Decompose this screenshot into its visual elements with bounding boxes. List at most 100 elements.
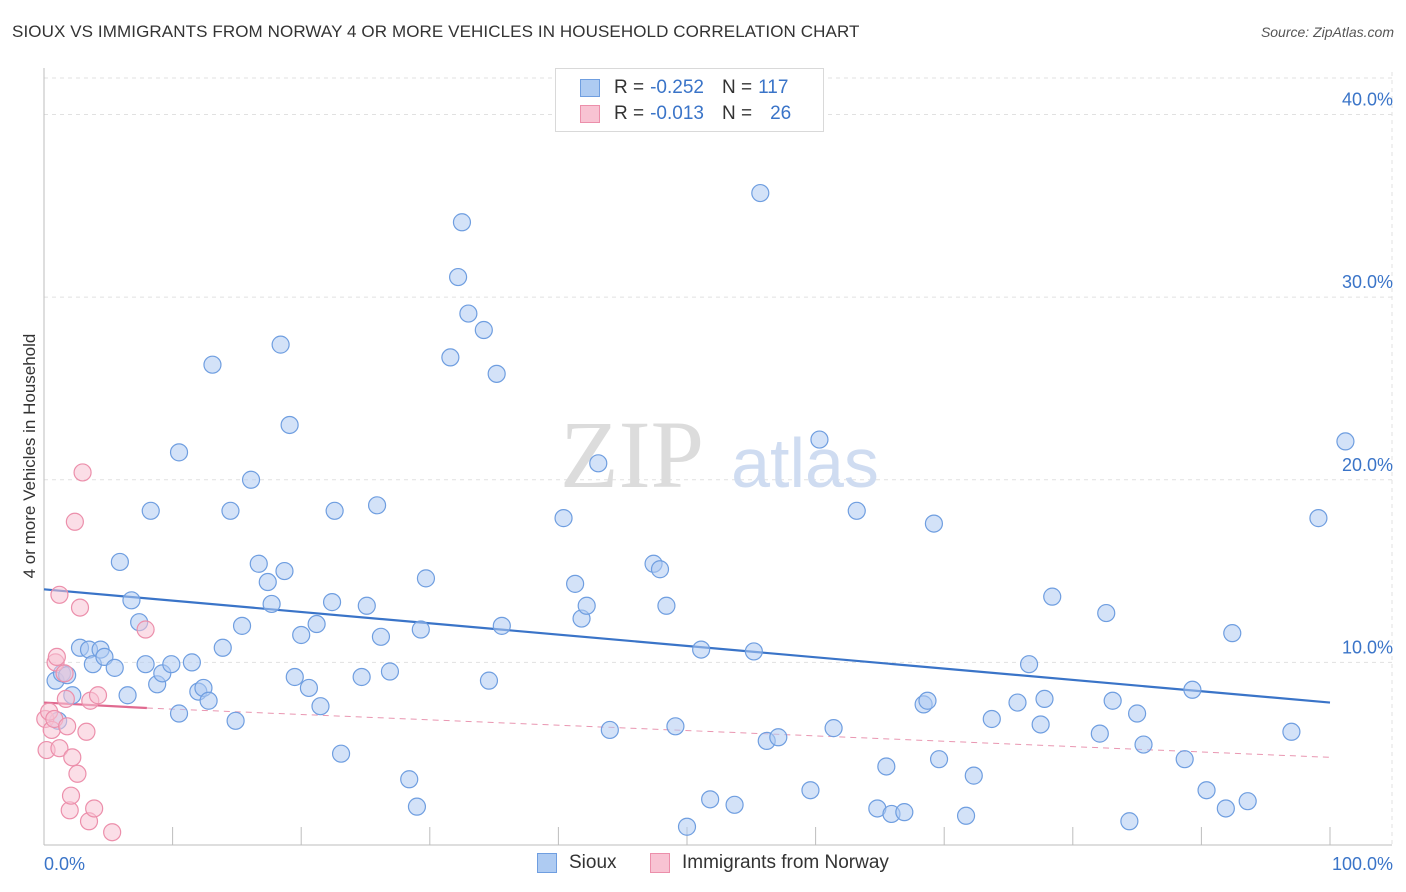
point-sioux — [1008, 693, 1027, 712]
point-sioux — [1103, 691, 1122, 710]
point-sioux — [1175, 750, 1194, 769]
point-sioux — [877, 757, 896, 776]
y-tick-label: 40.0% — [1342, 90, 1393, 110]
point-norway — [85, 799, 104, 818]
point-norway — [63, 748, 82, 767]
point-sioux — [221, 501, 240, 520]
series-legend-norway[interactable]: Immigrants from Norway — [650, 852, 889, 874]
point-sioux — [657, 596, 676, 615]
point-norway — [88, 686, 108, 705]
point-sioux — [1183, 680, 1202, 699]
point-sioux — [241, 470, 261, 489]
point-sioux — [692, 640, 711, 659]
point-sioux — [105, 658, 124, 677]
point-sioux — [331, 744, 351, 763]
point-norway — [50, 585, 69, 604]
legend-n-label: N = — [721, 103, 753, 124]
point-sioux — [725, 795, 744, 814]
point-sioux — [1127, 704, 1147, 723]
series-swatch-norway — [650, 853, 670, 873]
point-sioux — [407, 797, 427, 816]
point-sioux — [448, 267, 468, 287]
point-sioux — [292, 625, 311, 645]
point-norway — [68, 764, 87, 783]
point-norway — [58, 717, 77, 736]
trend-line-sioux — [43, 588, 1331, 704]
point-sioux — [751, 183, 770, 203]
point-sioux — [280, 415, 299, 435]
data-points — [36, 183, 1355, 842]
point-sioux — [918, 691, 937, 710]
legend-swatch-sioux — [580, 79, 600, 97]
point-sioux — [249, 554, 268, 573]
point-norway — [70, 598, 90, 617]
point-sioux — [1097, 603, 1116, 623]
source-label: Source: ZipAtlas.com — [1260, 24, 1394, 40]
point-sioux — [459, 304, 478, 323]
point-sioux — [650, 560, 670, 579]
series-label-sioux: Sioux — [569, 852, 617, 873]
tick-labels: 10.0% 20.0% 30.0% 40.0% 0.0% 100.0% — [44, 90, 1393, 874]
point-norway — [55, 664, 74, 683]
point-sioux — [577, 596, 596, 615]
point-sioux — [666, 717, 685, 736]
point-sioux — [213, 638, 232, 657]
point-sioux — [1282, 722, 1301, 741]
point-sioux — [311, 697, 330, 716]
series-legend-sioux[interactable]: Sioux — [537, 852, 617, 874]
point-sioux — [367, 496, 387, 515]
point-sioux — [352, 667, 371, 687]
point-sioux — [824, 719, 843, 738]
point-sioux — [589, 454, 608, 473]
point-sioux — [203, 355, 222, 374]
point-sioux — [325, 501, 344, 520]
point-sioux — [1090, 724, 1109, 743]
legend-row-sioux: R = -0.252 N = 117 — [580, 77, 788, 99]
point-sioux — [929, 750, 949, 769]
point-sioux — [492, 616, 511, 635]
point-norway — [103, 823, 122, 842]
point-sioux — [1309, 509, 1328, 528]
watermark-atlas: atlas — [731, 424, 879, 502]
series-swatch-sioux — [537, 853, 557, 873]
point-norway — [47, 647, 66, 667]
point-sioux — [1019, 655, 1039, 674]
chart-title: SIOUX VS IMMIGRANTS FROM NORWAY 4 OR MOR… — [12, 22, 860, 41]
point-sioux — [452, 213, 472, 232]
point-sioux — [1223, 624, 1242, 643]
point-norway — [61, 786, 81, 805]
point-sioux — [141, 501, 160, 520]
legend-n-value: 117 — [758, 77, 789, 98]
point-sioux — [566, 574, 585, 593]
point-sioux — [416, 569, 436, 588]
point-sioux — [1031, 715, 1050, 734]
y-tick-label: 30.0% — [1342, 272, 1393, 292]
point-sioux — [744, 642, 763, 661]
point-sioux — [1238, 792, 1257, 811]
point-sioux — [110, 552, 129, 572]
point-sioux — [1336, 432, 1355, 451]
legend-r-label: R = — [614, 103, 645, 124]
watermark-zip: ZIP — [560, 401, 704, 508]
point-sioux — [1120, 812, 1139, 831]
point-sioux — [1197, 781, 1216, 800]
point-norway — [50, 739, 69, 758]
point-sioux — [162, 655, 181, 674]
point-sioux — [275, 561, 294, 581]
point-sioux — [232, 616, 252, 635]
point-sioux — [299, 678, 319, 698]
axes — [43, 68, 1392, 846]
point-sioux — [226, 711, 245, 730]
point-norway — [56, 689, 75, 709]
legend-n-label: N = — [721, 77, 753, 98]
y-tick-label: 10.0% — [1342, 637, 1393, 657]
legend-r-label: R = — [614, 77, 645, 98]
point-sioux — [801, 781, 820, 800]
point-sioux — [400, 770, 419, 789]
point-sioux — [285, 667, 304, 687]
point-sioux — [118, 686, 137, 705]
point-sioux — [380, 662, 400, 681]
x-tick-label: 0.0% — [44, 854, 85, 874]
watermark: ZIP atlas — [560, 401, 879, 508]
